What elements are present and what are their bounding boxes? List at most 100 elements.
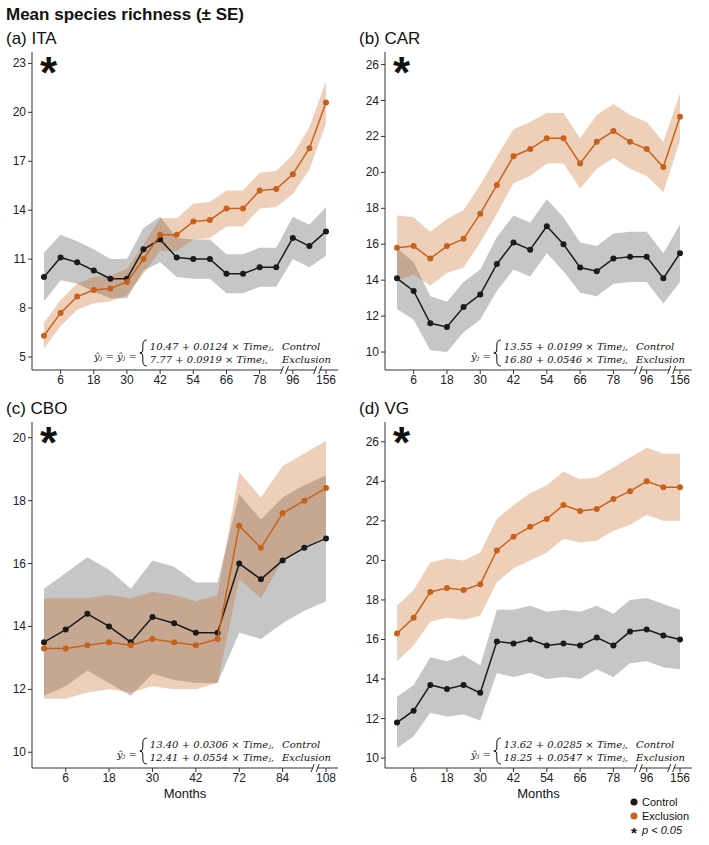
- x-tick-label: 66: [220, 373, 234, 387]
- point: [193, 630, 199, 636]
- equation-expr: 13.62 + 0.0285 × Timeⱼ,: [504, 739, 628, 750]
- point: [427, 589, 433, 595]
- y-tick: [28, 259, 32, 260]
- point: [411, 243, 417, 249]
- plot-area: [394, 448, 683, 749]
- point: [644, 254, 650, 260]
- point: [677, 484, 683, 490]
- se-band: [397, 598, 680, 748]
- y-tick: [381, 172, 385, 173]
- point: [41, 645, 47, 651]
- point: [273, 186, 279, 192]
- point: [627, 254, 633, 260]
- equation-group: Exclusion: [281, 354, 331, 365]
- point: [171, 620, 177, 626]
- x-tick-label: 30: [120, 373, 134, 387]
- y-tick: [381, 352, 385, 353]
- point: [258, 576, 264, 582]
- break-gap: [670, 368, 674, 372]
- break-stroke: [311, 764, 314, 772]
- point: [207, 217, 213, 223]
- x-tick-label: 42: [153, 373, 167, 387]
- y-axis: [32, 422, 33, 768]
- y-tick-label: 26: [366, 435, 380, 449]
- break-stroke: [668, 764, 671, 772]
- y-tick-label: 14: [13, 619, 27, 633]
- break-stroke: [316, 764, 319, 772]
- point: [427, 320, 433, 326]
- break-gap: [313, 766, 317, 770]
- x-tick-label: 96: [286, 373, 300, 387]
- y-tick-label: 14: [366, 672, 380, 686]
- x-tick-label: 42: [189, 771, 203, 785]
- equation: ŷⱼ =13.55 + 0.0199 × Timeⱼ,Control16.80 …: [470, 340, 685, 366]
- x-tick-label: 54: [540, 771, 554, 785]
- legend-label: Exclusion: [642, 810, 689, 822]
- point: [627, 488, 633, 494]
- se-band: [397, 448, 680, 662]
- y-tick-label: 22: [366, 129, 380, 143]
- x-tick-label: 72: [233, 771, 247, 785]
- y-tick: [381, 639, 385, 640]
- y-tick: [28, 689, 32, 690]
- x-tick-label: 6: [62, 771, 69, 785]
- x-tick-label: 66: [573, 771, 587, 785]
- y-tick: [28, 161, 32, 162]
- panel: (c) CBO10121416182061830427284108*Months…: [6, 399, 338, 801]
- x-tick-label: 30: [474, 771, 488, 785]
- point: [58, 254, 64, 260]
- equation: ŷⱼ =13.40 + 0.0306 × Timeⱼ,Control12.41 …: [116, 738, 331, 764]
- axis-break: [634, 366, 642, 374]
- x-tick-label: 54: [187, 373, 201, 387]
- y-axis: [385, 52, 386, 370]
- point: [544, 516, 550, 522]
- point: [594, 268, 600, 274]
- axis-break: [281, 366, 289, 374]
- point: [610, 642, 616, 648]
- axis-break: [311, 764, 319, 772]
- point: [74, 259, 80, 265]
- point: [527, 636, 533, 642]
- point: [323, 228, 329, 234]
- point: [63, 645, 69, 651]
- equation-expr: 18.25 + 0.0547 × Timeⱼ,: [504, 752, 628, 763]
- x-tick-label: 6: [410, 771, 417, 785]
- x-tick-label: 156: [316, 373, 336, 387]
- y-tick: [28, 356, 32, 357]
- point: [394, 245, 400, 251]
- break-stroke: [286, 366, 289, 374]
- break-stroke: [668, 366, 671, 374]
- point: [280, 557, 286, 563]
- y-tick-label: 14: [13, 203, 27, 217]
- break-stroke: [634, 366, 637, 374]
- point: [677, 114, 683, 120]
- y-tick: [28, 210, 32, 211]
- main-title: Mean species richness (± SE): [6, 5, 244, 24]
- x-tick-label: 84: [276, 771, 290, 785]
- y-tick: [381, 481, 385, 482]
- point: [157, 232, 163, 238]
- point: [41, 333, 47, 339]
- point: [544, 642, 550, 648]
- y-tick-label: 22: [366, 514, 380, 528]
- point: [511, 153, 517, 159]
- point: [41, 639, 47, 645]
- point: [149, 614, 155, 620]
- panel-title: (d) VG: [359, 399, 409, 418]
- y-tick: [381, 280, 385, 281]
- equation-group: Control: [282, 739, 320, 750]
- equation-expr: 10.47 + 0.0124 × Timeⱼ,: [150, 341, 274, 352]
- y-tick-label: 18: [13, 494, 27, 508]
- point: [461, 236, 467, 242]
- point: [594, 635, 600, 641]
- y-tick-label: 18: [366, 593, 380, 607]
- x-tick-label: 6: [57, 373, 64, 387]
- y-tick-label: 26: [366, 58, 380, 72]
- x-tick-label: 66: [573, 373, 587, 387]
- y-tick: [28, 752, 32, 753]
- break-gap: [283, 368, 287, 372]
- point: [149, 636, 155, 642]
- panel-title: (a) ITA: [6, 29, 57, 48]
- point: [560, 135, 566, 141]
- point: [577, 265, 583, 271]
